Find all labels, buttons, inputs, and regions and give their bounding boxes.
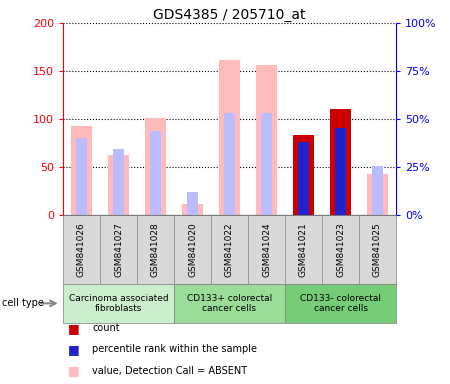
Bar <box>285 284 396 323</box>
Bar <box>293 136 314 215</box>
Text: GSM841022: GSM841022 <box>225 222 234 277</box>
Text: GSM841021: GSM841021 <box>299 222 308 277</box>
Text: ■: ■ <box>68 322 79 335</box>
Bar <box>187 192 198 215</box>
Text: GSM841020: GSM841020 <box>188 222 197 277</box>
Bar <box>113 149 124 215</box>
Text: ■: ■ <box>68 343 79 356</box>
Text: CD133+ colorectal
cancer cells: CD133+ colorectal cancer cells <box>187 294 272 313</box>
Title: GDS4385 / 205710_at: GDS4385 / 205710_at <box>153 8 306 22</box>
Text: value, Detection Call = ABSENT: value, Detection Call = ABSENT <box>92 366 248 376</box>
Text: GSM841027: GSM841027 <box>114 222 123 277</box>
Text: percentile rank within the sample: percentile rank within the sample <box>92 344 257 354</box>
Text: GSM841028: GSM841028 <box>151 222 160 277</box>
Bar <box>330 109 351 215</box>
Bar <box>63 284 174 323</box>
Bar <box>108 155 129 215</box>
Text: cell type: cell type <box>2 298 44 308</box>
Bar <box>174 284 285 323</box>
Bar <box>298 142 309 215</box>
Text: ■: ■ <box>68 364 79 377</box>
Bar <box>219 61 240 215</box>
Bar <box>372 166 382 215</box>
Text: Carcinoma associated
fibroblasts: Carcinoma associated fibroblasts <box>69 294 168 313</box>
Text: CD133- colorectal
cancer cells: CD133- colorectal cancer cells <box>300 294 381 313</box>
Bar <box>224 113 235 215</box>
Bar <box>71 126 92 215</box>
Text: GSM841024: GSM841024 <box>262 222 271 277</box>
Bar <box>367 174 388 215</box>
Bar <box>150 131 161 215</box>
Bar <box>261 113 272 215</box>
Bar <box>256 65 277 215</box>
Text: GSM841026: GSM841026 <box>77 222 86 277</box>
Text: count: count <box>92 323 120 333</box>
Bar <box>76 138 87 215</box>
Text: GSM841023: GSM841023 <box>336 222 345 277</box>
Text: GSM841025: GSM841025 <box>373 222 382 277</box>
Bar <box>145 118 166 215</box>
Bar <box>182 204 202 215</box>
Bar <box>335 127 346 215</box>
